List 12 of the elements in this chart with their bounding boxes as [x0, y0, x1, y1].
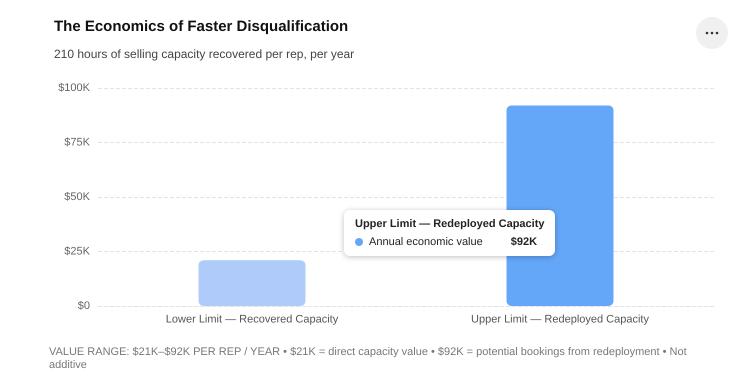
annotation: Upper Limit — Redeployed Capacity [355, 218, 544, 230]
legend-label: Annual economic value [369, 236, 483, 248]
x-tick-label: Lower Limit — Recovered Capacity [166, 314, 339, 326]
chart-subtitle: 210 hours of selling capacity recovered per rep, per year [54, 47, 354, 61]
y-tick-label: $75K [64, 136, 91, 148]
chart-title: The Economics of Faster Disqualification [54, 18, 348, 35]
text: VALUE RANGE: $21K–$92K PER REP / YEAR • $21K = direct capacity value • $92K = potential bookings from redeployment • Not additive [49, 346, 688, 370]
y-tick-label: $25K [64, 246, 91, 258]
data-label: $92K [510, 236, 538, 248]
y-tick-label: $50K [64, 191, 91, 203]
y-tick-label: $0 [78, 300, 90, 312]
y-tick-label: $100K [58, 82, 91, 94]
